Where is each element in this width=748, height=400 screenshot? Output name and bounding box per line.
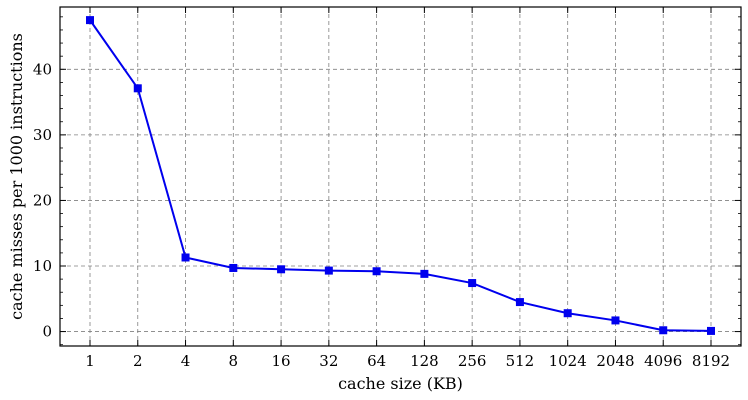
- y-tick-label: 30: [33, 126, 52, 144]
- data-point-marker: [229, 263, 238, 272]
- data-point-marker: [659, 326, 668, 335]
- tick-labels: 1 2 4 8 16 32 64 128 256 512 1024 2048 4096 8192 0 10 20…: [33, 60, 730, 370]
- data-point-marker: [277, 265, 286, 274]
- plot-frame: [59, 6, 742, 347]
- grid-lines: [60, 7, 741, 346]
- x-tick-label: 1024: [549, 352, 587, 370]
- x-tick-label: 2: [133, 352, 143, 370]
- axis-ticks: [60, 7, 741, 346]
- data-point-marker: [611, 316, 620, 325]
- x-tick-label: 8: [229, 352, 239, 370]
- x-axis-label: cache size (KB): [338, 374, 463, 393]
- data-point-marker: [563, 309, 572, 318]
- x-tick-label: 1: [85, 352, 95, 370]
- data-point-marker: [468, 279, 477, 288]
- y-tick-label: 20: [33, 191, 52, 209]
- data-point-marker: [372, 267, 381, 276]
- x-tick-label: 16: [272, 352, 291, 370]
- data-point-marker: [707, 326, 715, 335]
- x-tick-label: 256: [458, 352, 487, 370]
- y-tick-label: 10: [33, 257, 52, 275]
- series-line: [89, 19, 712, 332]
- x-tick-label: 128: [410, 352, 439, 370]
- x-tick-label: 32: [319, 352, 338, 370]
- x-tick-label: 4096: [644, 352, 682, 370]
- data-point-marker: [86, 16, 94, 25]
- y-tick-label: 40: [33, 60, 52, 78]
- data-point-marker: [133, 84, 142, 93]
- data-point-marker: [515, 298, 524, 307]
- series-layer: [86, 16, 715, 335]
- y-axis-label: cache misses per 1000 instructions: [7, 33, 26, 320]
- x-tick-label: 2048: [596, 352, 634, 370]
- data-point-marker: [324, 266, 333, 275]
- x-tick-label: 8192: [692, 352, 730, 370]
- y-tick-label: 0: [42, 323, 52, 341]
- x-tick-label: 512: [506, 352, 535, 370]
- x-tick-label: 64: [367, 352, 386, 370]
- data-point-marker: [181, 253, 190, 262]
- data-point-marker: [420, 269, 429, 278]
- x-tick-label: 4: [181, 352, 191, 370]
